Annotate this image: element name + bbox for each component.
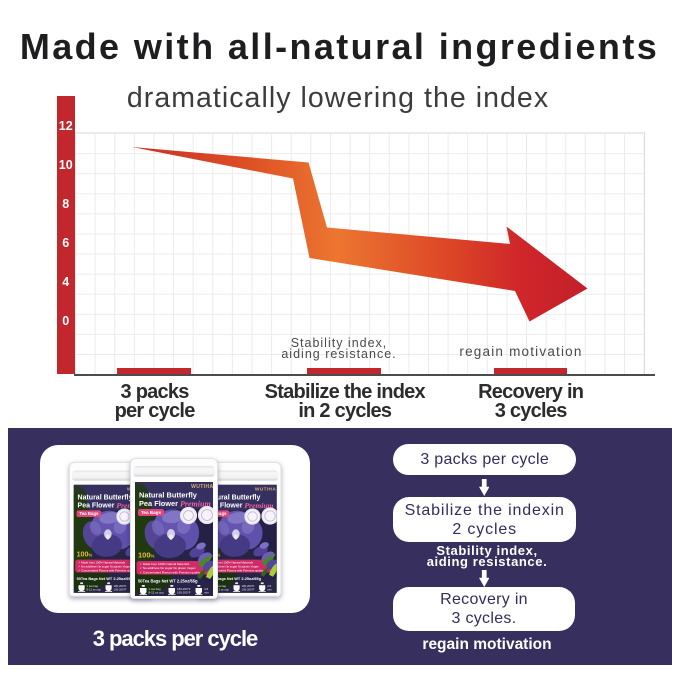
- svg-text:Natural Butterfly: Natural Butterfly: [78, 494, 133, 501]
- svg-text:min: min: [204, 590, 209, 594]
- svg-text:✓ No additives No sugar No glu: ✓ No additives No sugar No gluten Vegan: [78, 564, 131, 568]
- svg-text:8-12 oz cup: 8-12 oz cup: [215, 587, 230, 591]
- svg-text:4-5: 4-5: [204, 587, 209, 591]
- svg-text:✓ No additives No sugar No glu: ✓ No additives No sugar No gluten Vegan: [139, 566, 195, 570]
- svg-text:✓ Concentrated Flavour with Pr: ✓ Concentrated Flavour with Premium qual…: [139, 570, 200, 574]
- svg-text:50Tea Bags Net WT 2.25oz/65g: 50Tea Bags Net WT 2.25oz/65g: [138, 578, 198, 583]
- svg-text:50Tea Bags Net WT 2.25oz/65g: 50Tea Bags Net WT 2.25oz/65g: [205, 576, 262, 581]
- svg-text:195-205°F: 195-205°F: [242, 587, 255, 591]
- svg-text:WUTIHA: WUTIHA: [191, 484, 213, 490]
- svg-text:180-200°F: 180-200°F: [177, 587, 191, 591]
- svg-text:195-205°F: 195-205°F: [114, 587, 127, 591]
- svg-text:4-5: 4-5: [267, 584, 271, 588]
- svg-text:Natural Butterfly: Natural Butterfly: [139, 490, 198, 499]
- svg-text:Pea Flower: Pea Flower: [206, 503, 243, 510]
- svg-text:100%: 100%: [77, 550, 93, 558]
- svg-text:✓ Made from 100% Natural Mater: ✓ Made from 100% Natural Materials: [78, 560, 125, 564]
- svg-text:50Tea Bags Net WT 2.25oz/65g: 50Tea Bags Net WT 2.25oz/65g: [77, 576, 134, 581]
- svg-text:Pea Flower: Pea Flower: [78, 503, 115, 510]
- svg-text:Premium: Premium: [244, 501, 273, 510]
- svg-text:min: min: [267, 587, 272, 591]
- svg-text:✓ Made from 100% Natural Mater: ✓ Made from 100% Natural Materials: [139, 562, 189, 566]
- svg-text:✓ Concentrated Flavour with Pr: ✓ Concentrated Flavour with Premium qual…: [206, 568, 264, 572]
- svg-text:✓ Made from 100% Natural Mater: ✓ Made from 100% Natural Materials: [206, 560, 253, 564]
- svg-text:Pea Flower: Pea Flower: [139, 499, 178, 508]
- svg-text:180-200°F: 180-200°F: [114, 584, 127, 588]
- svg-text:✓ No additives No sugar No glu: ✓ No additives No sugar No gluten Vegan: [206, 564, 259, 568]
- svg-text:Tea Bags: Tea Bags: [79, 511, 99, 516]
- svg-text:100%: 100%: [138, 550, 155, 559]
- svg-text:1 tea bag: 1 tea bag: [215, 584, 227, 588]
- svg-text:✓ Concentrated Flavour with Pr: ✓ Concentrated Flavour with Premium qual…: [78, 568, 136, 572]
- svg-text:8-12 oz cup: 8-12 oz cup: [87, 587, 102, 591]
- svg-text:Tea Bags: Tea Bags: [140, 510, 161, 515]
- svg-text:Premium: Premium: [180, 499, 211, 508]
- svg-text:WUTIHA: WUTIHA: [255, 486, 276, 492]
- svg-text:8-12 oz cup: 8-12 oz cup: [148, 590, 163, 594]
- svg-text:Natural Butterfly: Natural Butterfly: [206, 494, 261, 501]
- svg-text:195-205°F: 195-205°F: [177, 590, 191, 594]
- svg-text:1 tea bag: 1 tea bag: [148, 587, 160, 591]
- svg-text:1 tea bag: 1 tea bag: [87, 584, 99, 588]
- svg-text:180-200°F: 180-200°F: [242, 584, 255, 588]
